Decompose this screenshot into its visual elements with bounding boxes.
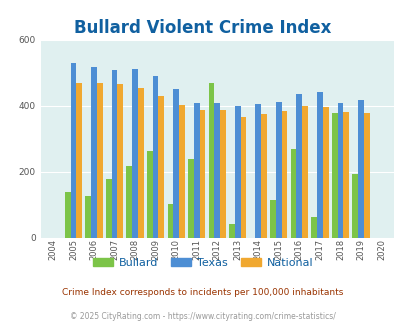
Bar [173, 89, 179, 238]
Bar [76, 83, 82, 238]
Bar [337, 103, 343, 238]
Bar [316, 92, 322, 238]
Bar [275, 102, 281, 238]
Bar [352, 174, 357, 238]
Bar [97, 83, 102, 238]
Bar [296, 94, 301, 238]
Bar [106, 179, 111, 238]
Text: Crime Index corresponds to incidents per 100,000 inhabitants: Crime Index corresponds to incidents per… [62, 287, 343, 297]
Bar [199, 110, 205, 238]
Bar [167, 204, 173, 238]
Bar [260, 114, 266, 238]
Bar [70, 63, 76, 238]
Bar [111, 70, 117, 238]
Bar [126, 166, 132, 238]
Bar [311, 217, 316, 238]
Bar [363, 113, 369, 238]
Bar [117, 84, 123, 238]
Bar [138, 88, 143, 238]
Bar [357, 100, 363, 238]
Text: Bullard Violent Crime Index: Bullard Violent Crime Index [74, 19, 331, 37]
Bar [322, 107, 328, 238]
Bar [270, 200, 275, 238]
Bar [188, 159, 193, 238]
Bar [85, 196, 91, 238]
Bar [152, 76, 158, 238]
Bar [220, 110, 225, 238]
Bar [331, 113, 337, 238]
Bar [281, 111, 287, 238]
Bar [343, 112, 348, 238]
Bar [301, 106, 307, 238]
Legend: Bullard, Texas, National: Bullard, Texas, National [88, 253, 317, 272]
Bar [193, 103, 199, 238]
Text: © 2025 CityRating.com - https://www.cityrating.com/crime-statistics/: © 2025 CityRating.com - https://www.city… [70, 312, 335, 321]
Bar [228, 224, 234, 238]
Bar [255, 104, 260, 238]
Bar [214, 103, 220, 238]
Bar [290, 149, 296, 238]
Bar [147, 151, 152, 238]
Bar [65, 192, 70, 238]
Bar [132, 69, 138, 238]
Bar [91, 67, 97, 238]
Bar [158, 96, 164, 238]
Bar [240, 117, 246, 238]
Bar [234, 106, 240, 238]
Bar [179, 105, 184, 238]
Bar [208, 82, 214, 238]
